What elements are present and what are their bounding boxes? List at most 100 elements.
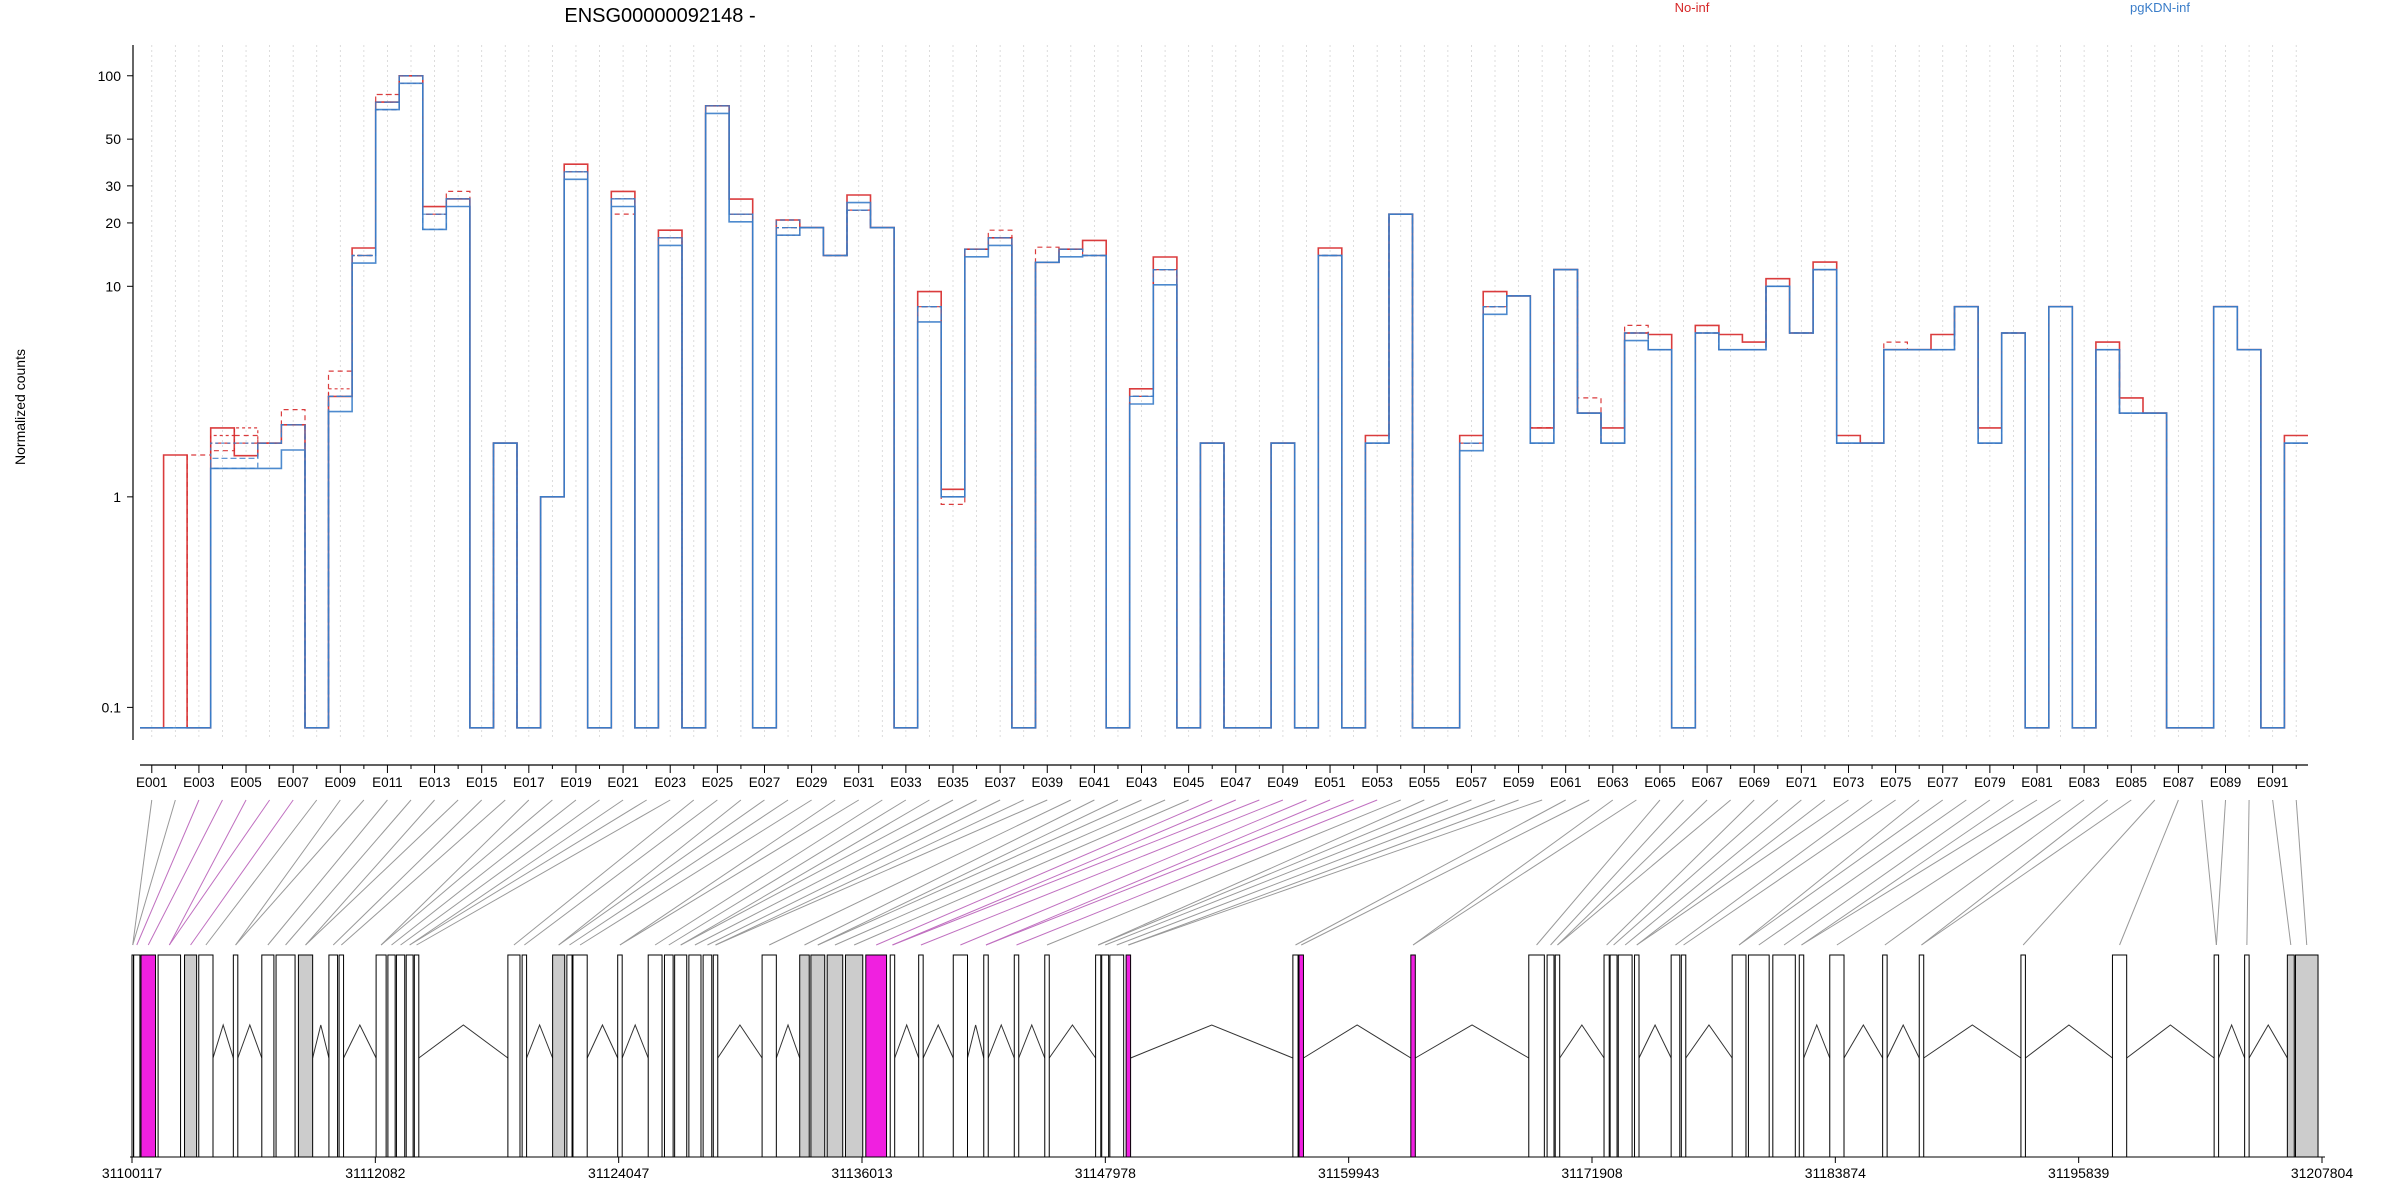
exon-box (688, 954, 702, 1158)
axes (132, 45, 2308, 766)
x-tick-label: E035 (937, 775, 969, 790)
x-tick-label: E087 (2163, 775, 2195, 790)
exon-box (566, 954, 573, 1158)
exon-box (1798, 954, 1805, 1158)
exon-box (375, 954, 387, 1158)
exon-box (826, 954, 844, 1158)
exon-connector (205, 799, 318, 946)
x-tick-label: E027 (749, 775, 781, 790)
exon-box (387, 954, 396, 1158)
exon-box (1609, 954, 1618, 1158)
x-ticks: E001 E003 E005 E007 E009 E011 E013 E015 E017 E019… (136, 765, 2297, 790)
y-tick-label: 100 (98, 68, 122, 84)
x-tick-label: E003 (183, 775, 215, 790)
x-tick-label: E077 (1927, 775, 1959, 790)
exon-connector (1412, 799, 1637, 946)
x-tick-label: E069 (1738, 775, 1770, 790)
intron-line (1048, 1024, 1097, 1059)
exon-box (1095, 954, 1102, 1158)
intron-line (1886, 1023, 1920, 1059)
exon-box (328, 954, 339, 1158)
exon-connector (1128, 799, 1519, 946)
exon-box (1918, 954, 1925, 1158)
x-tick-label: E017 (513, 775, 545, 790)
x-tick-label: E071 (1786, 775, 1818, 790)
exon-connector (2119, 799, 2179, 946)
exon-connector (305, 799, 459, 946)
exon-connector (1557, 799, 1731, 946)
exon-box (1298, 954, 1304, 1158)
x-tick-label: E007 (277, 775, 309, 790)
coord-tick-label: 31171908 (1561, 1165, 1622, 1181)
exon-connector (409, 799, 647, 946)
exon-box (275, 954, 296, 1158)
x-tick-label: E031 (843, 775, 875, 790)
y-tick-label: 1 (113, 489, 121, 505)
exon-connector (1884, 799, 2085, 946)
exon-box (2111, 954, 2128, 1158)
x-tick-label: E065 (1644, 775, 1676, 790)
x-tick-label: E079 (1974, 775, 2006, 790)
x-tick-label: E067 (1691, 775, 1723, 790)
exon-box (889, 954, 896, 1158)
exon-box (865, 954, 888, 1158)
exon-box (1013, 954, 1020, 1158)
exon-box (2244, 954, 2250, 1158)
exon-connector (619, 799, 859, 946)
exon-box (198, 954, 214, 1158)
x-tick-label: E015 (466, 775, 498, 790)
exon-connector (1921, 799, 2109, 946)
x-tick-label: E029 (796, 775, 828, 790)
exon-connector (817, 799, 1119, 946)
exon-box (1829, 954, 1845, 1158)
coord-tick-label: 31124047 (588, 1165, 649, 1181)
x-tick-label: E047 (1220, 775, 1252, 790)
intron-line (237, 1023, 263, 1059)
x-tick-label: E091 (2257, 775, 2289, 790)
exon-box (413, 954, 420, 1158)
coord-tick-label: 31195839 (2048, 1165, 2109, 1181)
exon-connector (132, 799, 176, 946)
gene-model: 31100117 31112082 31124047 31136013 31147978… (102, 954, 2353, 1181)
exon-connector (1801, 799, 2014, 946)
exon-box (232, 954, 239, 1158)
exon-box (1044, 954, 1050, 1158)
exon-box (1634, 954, 1640, 1158)
exon-connector (707, 799, 1001, 946)
exon-connector (558, 799, 765, 946)
x-tick-label: E073 (1833, 775, 1865, 790)
exon-connector (1636, 799, 1826, 946)
x-tick-label: E075 (1880, 775, 1912, 790)
x-tick-label: E001 (136, 775, 168, 790)
x-tick-label: E009 (325, 775, 357, 790)
exon-connector (1104, 799, 1472, 946)
coord-tick-label: 31159943 (1318, 1165, 1379, 1181)
exon-connector (380, 799, 553, 946)
exon-connector (391, 799, 577, 946)
exon-connector (619, 799, 836, 946)
x-tick-label: E083 (2068, 775, 2100, 790)
intron-line (586, 1023, 619, 1059)
exon-connector (2295, 799, 2308, 946)
x-tick-label: E081 (2021, 775, 2053, 790)
intron-line (894, 1023, 920, 1059)
exon-connector (1550, 799, 1684, 946)
y-tick-label: 50 (105, 131, 121, 147)
exon-box (395, 954, 406, 1158)
exon-connector (1536, 799, 1661, 946)
exon-connector (168, 799, 247, 946)
exon-connector (1836, 799, 2061, 946)
exon-connector (267, 799, 388, 946)
exon-connector (1098, 799, 1425, 946)
exon-box (2020, 954, 2026, 1158)
coord-tick-label: 31100117 (102, 1165, 162, 1181)
x-tick-label: E089 (2210, 775, 2242, 790)
exon-connector (834, 799, 1166, 946)
y-ticks: 0.1 1 10 20 30 50 100 (98, 68, 133, 715)
x-tick-label: E025 (702, 775, 734, 790)
exon-connector (1683, 799, 1896, 946)
exon-box (810, 954, 826, 1158)
x-tick-label: E059 (1503, 775, 1535, 790)
exon-box (521, 954, 528, 1158)
exon-box (844, 954, 864, 1158)
